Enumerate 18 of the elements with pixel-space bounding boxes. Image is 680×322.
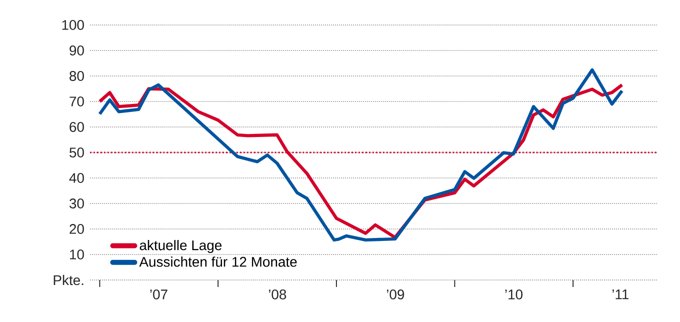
x-tick-label: ’10 <box>505 290 522 300</box>
y-tick-label: 10 <box>70 250 84 260</box>
y-tick-label: 40 <box>69 173 84 183</box>
y-tick-label: 60 <box>70 122 84 132</box>
y-tick-label: Pkte. <box>54 274 84 286</box>
legend-label: aktuelle Lage <box>140 240 222 253</box>
y-tick-label: 90 <box>70 46 84 56</box>
x-tick-label: ’07 <box>150 290 168 300</box>
y-tick-label: 80 <box>70 71 84 81</box>
y-tick-label: 100 <box>62 20 84 30</box>
y-tick-label: 70 <box>70 96 84 106</box>
x-tick-label: ’11 <box>612 290 629 300</box>
y-tick-label: 20 <box>70 224 84 234</box>
legend-label: Aussichten für 12 Monate <box>139 256 297 267</box>
y-tick-label: 50 <box>70 148 84 158</box>
y-tick-label: 30 <box>69 198 84 208</box>
x-tick-label: ’09 <box>386 290 404 300</box>
x-tick-label: ’08 <box>268 290 286 300</box>
